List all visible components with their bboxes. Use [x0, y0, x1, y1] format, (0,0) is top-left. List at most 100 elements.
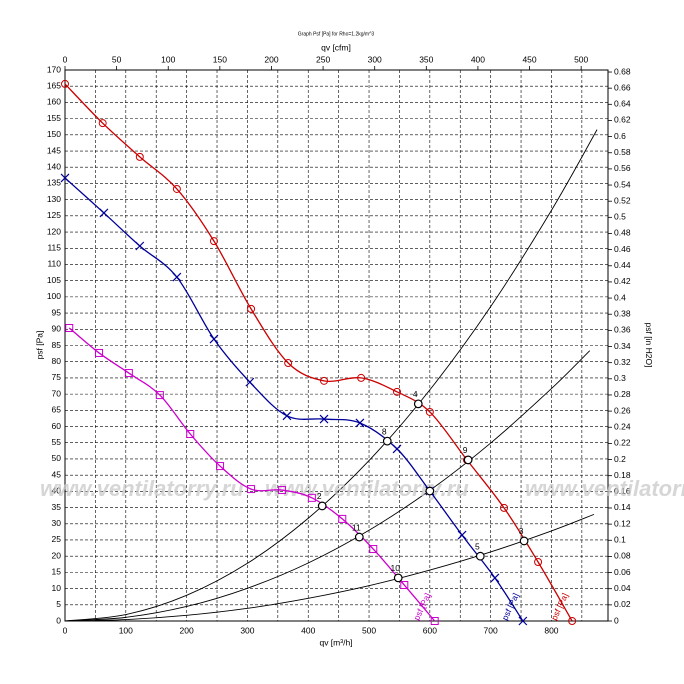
x2-tick-label: 250: [316, 54, 330, 64]
y-tick-label: 50: [52, 453, 62, 463]
operating-point: [475, 551, 485, 561]
data-point: [307, 493, 316, 502]
data-point: [247, 304, 256, 313]
x2-tick-label: 500: [574, 54, 588, 64]
x-axis-label: qv [m³/h]: [319, 637, 352, 647]
y2-tick-label: 0.16: [614, 486, 631, 496]
y2-tick-label: 0.36: [614, 325, 631, 335]
y-tick-label: 30: [52, 518, 62, 528]
data-point: [98, 119, 107, 128]
data-point: [186, 429, 195, 438]
y-tick-label: 85: [52, 340, 62, 350]
y-tick-label: 25: [52, 534, 62, 544]
y-tick-label: 65: [52, 405, 62, 415]
y-tick-label: 155: [47, 113, 61, 123]
y-tick-label: 0: [56, 615, 61, 625]
fan-curve: [64, 83, 573, 622]
y2-tick-label: 0.26: [614, 405, 631, 415]
y2-tick-label: 0.08: [614, 551, 631, 561]
watermark: www.ventilatorry.ru: [525, 476, 684, 501]
data-point: [320, 376, 329, 385]
y2-tick-label: 0: [614, 615, 619, 625]
y-tick-label: 5: [56, 599, 61, 609]
data-point: [319, 414, 329, 424]
x2-tick-label: 400: [471, 54, 485, 64]
y2-tick-label: 0.28: [614, 389, 631, 399]
x-tick-label: 300: [240, 625, 254, 635]
data-point: [425, 407, 434, 416]
y2-tick-label: 0.22: [614, 438, 631, 448]
data-point: [457, 530, 467, 540]
y-tick-label: 40: [52, 486, 62, 496]
y2-tick-label: 0.5: [614, 212, 626, 222]
operating-point: [382, 436, 392, 446]
y2-tick-label: 0.38: [614, 308, 631, 318]
data-point: [278, 486, 287, 495]
data-point: [216, 462, 225, 471]
y2-tick-label: 0.56: [614, 163, 631, 173]
watermark: www.ventilatorry.ru: [265, 476, 469, 501]
x2-tick-label: 0: [63, 54, 68, 64]
y2-tick-label: 0.54: [614, 179, 631, 189]
x2-tick-label: 450: [522, 54, 536, 64]
y2-tick-label: 0.24: [614, 421, 631, 431]
y2-tick-label: 0.64: [614, 99, 631, 109]
data-point: [247, 485, 256, 494]
watermark: www.ventilatorry.ru: [40, 476, 244, 501]
x-tick-label: 100: [119, 625, 133, 635]
data-point: [65, 323, 74, 332]
x2-tick-label: 100: [161, 54, 175, 64]
y-tick-label: 55: [52, 437, 62, 447]
y2-tick-label: 0.6: [614, 131, 626, 141]
data-point: [490, 573, 500, 583]
x2-tick-label: 200: [264, 54, 278, 64]
y2-tick-label: 0.18: [614, 470, 631, 480]
point-label: 5: [475, 541, 480, 551]
data-point: [568, 617, 577, 625]
data-point: [400, 581, 409, 590]
y-tick-label: 100: [47, 291, 61, 301]
operating-point: [463, 455, 473, 465]
y-tick-label: 95: [52, 307, 62, 317]
y2-tick-label: 0.46: [614, 244, 631, 254]
system-curve: [64, 129, 598, 622]
data-point: [500, 503, 509, 512]
data-point: [393, 387, 402, 396]
data-point: [124, 369, 133, 378]
data-point: [369, 545, 378, 554]
y-tick-label: 120: [47, 226, 61, 236]
y2-tick-label: 0.3: [614, 373, 626, 383]
point-label: 2: [317, 491, 322, 501]
system-curve: [64, 350, 591, 622]
y2-tick-label: 0.44: [614, 260, 631, 270]
point-label: 11: [352, 522, 361, 532]
x-tick-label: 600: [423, 625, 437, 635]
x2-tick-label: 300: [368, 54, 382, 64]
data-point: [60, 173, 70, 183]
data-point: [135, 152, 144, 161]
y2-tick-label: 0.32: [614, 357, 631, 367]
y2-tick-label: 0.42: [614, 276, 631, 286]
x-tick-label: 400: [301, 625, 315, 635]
operating-point: [519, 536, 529, 546]
y-tick-label: 160: [47, 97, 61, 107]
y-tick-label: 70: [52, 388, 62, 398]
point-label: 8: [382, 426, 387, 436]
data-point: [99, 208, 109, 218]
point-label: 10: [390, 563, 400, 573]
fan-curve: [68, 327, 436, 622]
y2-tick-label: 0.02: [614, 599, 631, 609]
data-point: [172, 272, 182, 282]
y2-tick-label: 0.62: [614, 115, 631, 125]
y-tick-label: 105: [47, 275, 61, 285]
y2-tick-label: 0.34: [614, 341, 631, 351]
data-point: [209, 334, 219, 344]
data-point: [355, 418, 365, 428]
y2-axis-label: psf [in H2O]: [644, 323, 654, 368]
y2-tick-label: 0.04: [614, 583, 631, 593]
y2-tick-label: 0.66: [614, 82, 631, 92]
y2-tick-label: 0.14: [614, 502, 631, 512]
x-tick-label: 0: [63, 625, 68, 635]
